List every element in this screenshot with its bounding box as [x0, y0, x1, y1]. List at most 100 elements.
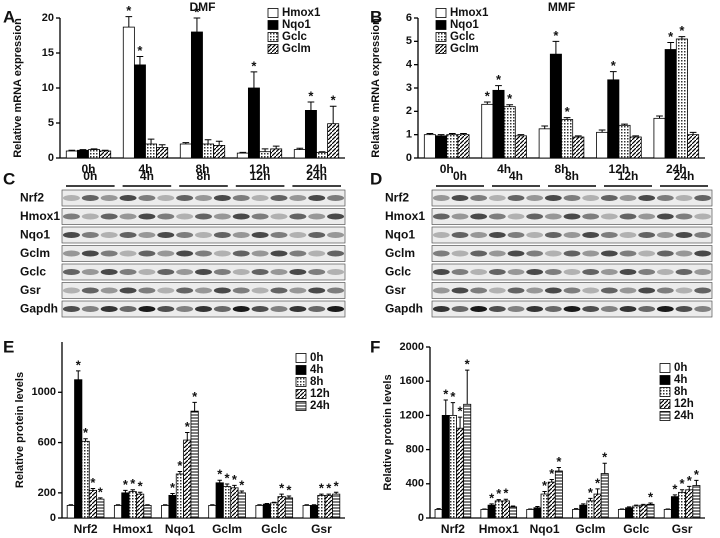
error-bar — [68, 504, 74, 506]
blot-band — [195, 287, 212, 294]
error-bar — [264, 503, 270, 505]
legend-swatch — [435, 44, 447, 54]
blot-band — [432, 269, 450, 275]
error-bar — [185, 432, 190, 441]
significance-mark: * — [680, 476, 686, 491]
error-bar — [232, 484, 237, 488]
blot-band — [582, 213, 600, 220]
blot-band — [81, 269, 99, 275]
blot-band — [138, 269, 156, 275]
blot-band — [526, 269, 544, 275]
blot-band — [656, 287, 674, 294]
bar — [663, 509, 672, 519]
blot-band — [251, 250, 269, 257]
bar — [501, 500, 510, 519]
bar — [687, 134, 700, 159]
timepoint-label: 24h — [674, 169, 695, 183]
bar — [441, 414, 450, 519]
blot-band — [694, 250, 712, 257]
x-tick-label: 0h — [440, 162, 454, 176]
significance-mark: * — [595, 475, 601, 490]
y-axis-label: Relative protein levels — [382, 374, 394, 490]
blot-band — [675, 232, 693, 238]
blot-band — [81, 213, 99, 220]
blot-band — [327, 232, 345, 238]
blot-band — [251, 232, 269, 238]
blot-band — [100, 232, 118, 238]
x-tick-label: Nrf2 — [74, 522, 98, 536]
timepoint-label: 4h — [140, 169, 154, 183]
blot-band — [563, 287, 581, 294]
error-bar — [489, 503, 494, 506]
legend-swatch — [267, 20, 279, 30]
bar — [549, 53, 562, 159]
error-bar — [125, 16, 133, 28]
significance-mark: * — [465, 357, 471, 372]
x-tick-label: Gsr — [311, 522, 332, 536]
blot-band — [251, 195, 269, 201]
significance-mark: * — [90, 475, 96, 490]
blot-band — [619, 213, 637, 220]
significance-mark: * — [177, 458, 183, 473]
blot-band — [526, 287, 544, 294]
bar — [190, 31, 203, 159]
blot-band — [327, 306, 345, 312]
y-tick-label: 200 — [38, 487, 56, 499]
blot-band — [213, 250, 231, 257]
error-bar — [496, 499, 501, 501]
blot-band — [563, 213, 581, 220]
blot-band — [327, 213, 345, 220]
significance-mark: * — [319, 481, 325, 496]
blot-strip — [431, 226, 713, 244]
blot-band — [582, 250, 600, 257]
bar — [572, 136, 585, 159]
error-bar — [123, 489, 128, 493]
blot-band — [100, 287, 118, 294]
row-label: Gclm — [20, 246, 50, 260]
error-bar — [626, 506, 632, 508]
blot-band — [563, 250, 581, 257]
significance-mark: * — [496, 486, 502, 501]
bar — [600, 473, 609, 519]
legend-label: Hmox1 — [450, 7, 489, 19]
bar — [74, 379, 83, 519]
blot-band — [526, 250, 544, 257]
significance-mark: * — [326, 481, 332, 496]
y-tick-label: 0 — [50, 512, 56, 524]
blot-band — [582, 287, 600, 294]
blot-band — [308, 195, 326, 201]
blot-band — [119, 250, 137, 257]
bar — [547, 481, 556, 519]
bar — [435, 135, 448, 159]
blot-band — [656, 195, 674, 201]
blot-band — [432, 306, 450, 312]
error-bar — [457, 416, 463, 429]
significance-mark: * — [687, 473, 693, 488]
row-label: Gsr — [385, 283, 406, 297]
blot-band — [694, 306, 712, 312]
bar — [480, 509, 489, 519]
error-bar — [137, 491, 143, 495]
blot-band — [638, 269, 656, 275]
error-bar — [574, 135, 582, 137]
blot-band — [289, 287, 307, 294]
blot-band — [619, 306, 637, 312]
blot-band — [451, 306, 469, 312]
blot-band — [176, 232, 194, 238]
bar — [653, 117, 666, 159]
bar — [175, 473, 184, 519]
blot-band — [488, 306, 506, 312]
row-label: Gsr — [20, 283, 41, 297]
bar — [526, 509, 535, 519]
row-label: Hmox1 — [385, 209, 425, 223]
significance-mark: * — [170, 480, 176, 495]
x-tick-label: Nqo1 — [165, 522, 195, 536]
blot-band — [470, 250, 488, 257]
error-bar — [250, 71, 258, 88]
y-axis-label: Relative mRNA expression — [12, 18, 24, 158]
blot-band — [451, 250, 469, 257]
blot-band — [232, 269, 250, 275]
blot-band — [100, 213, 118, 220]
significance-mark: * — [192, 389, 198, 404]
error-bar — [158, 144, 166, 148]
